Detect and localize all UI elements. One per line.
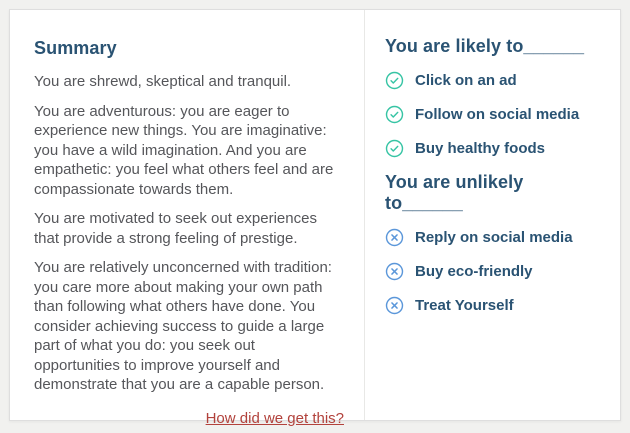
traits-panel: You are likely to______ Click on an ad F…	[365, 10, 620, 420]
summary-paragraph: You are shrewd, skeptical and tranquil.	[34, 73, 292, 90]
likely-item-label: Follow on social media	[415, 105, 580, 123]
x-circle-icon	[385, 296, 404, 314]
unlikely-item: Buy eco-friendly	[385, 261, 606, 281]
likely-item: Click on an ad	[385, 70, 606, 90]
x-circle-icon	[385, 228, 404, 246]
unlikely-item-label: Reply on social media	[415, 228, 573, 246]
personality-summary-card: Summary You are shrewd, skeptical and tr…	[9, 9, 621, 427]
x-circle-icon	[385, 262, 404, 280]
summary-paragraph: You are relatively unconcerned with trad…	[34, 259, 332, 393]
unlikely-item: Reply on social media	[385, 227, 606, 247]
summary-panel: Summary You are shrewd, skeptical and tr…	[10, 10, 365, 427]
likely-item-label: Click on an ad	[415, 71, 517, 89]
unlikely-item: Treat Yourself	[385, 295, 606, 315]
likely-item-label: Buy healthy foods	[415, 139, 546, 157]
summary-title: Summary	[34, 38, 117, 58]
check-circle-icon	[385, 139, 404, 157]
check-circle-icon	[385, 105, 404, 123]
how-did-we-get-this-link[interactable]: How did we get this?	[205, 409, 344, 427]
likely-heading: You are likely to______	[385, 36, 585, 56]
unlikely-heading: You are unlikely to______	[385, 172, 524, 213]
check-circle-icon	[385, 71, 404, 89]
unlikely-item-label: Buy eco-friendly	[415, 262, 533, 280]
link-row: How did we get this?	[34, 410, 344, 428]
likely-item: Buy healthy foods	[385, 138, 606, 158]
summary-paragraph: You are motivated to seek out experience…	[34, 210, 317, 247]
likely-item: Follow on social media	[385, 104, 606, 124]
summary-paragraph: You are adventurous: you are eager to ex…	[34, 102, 334, 198]
unlikely-item-label: Treat Yourself	[415, 296, 514, 314]
